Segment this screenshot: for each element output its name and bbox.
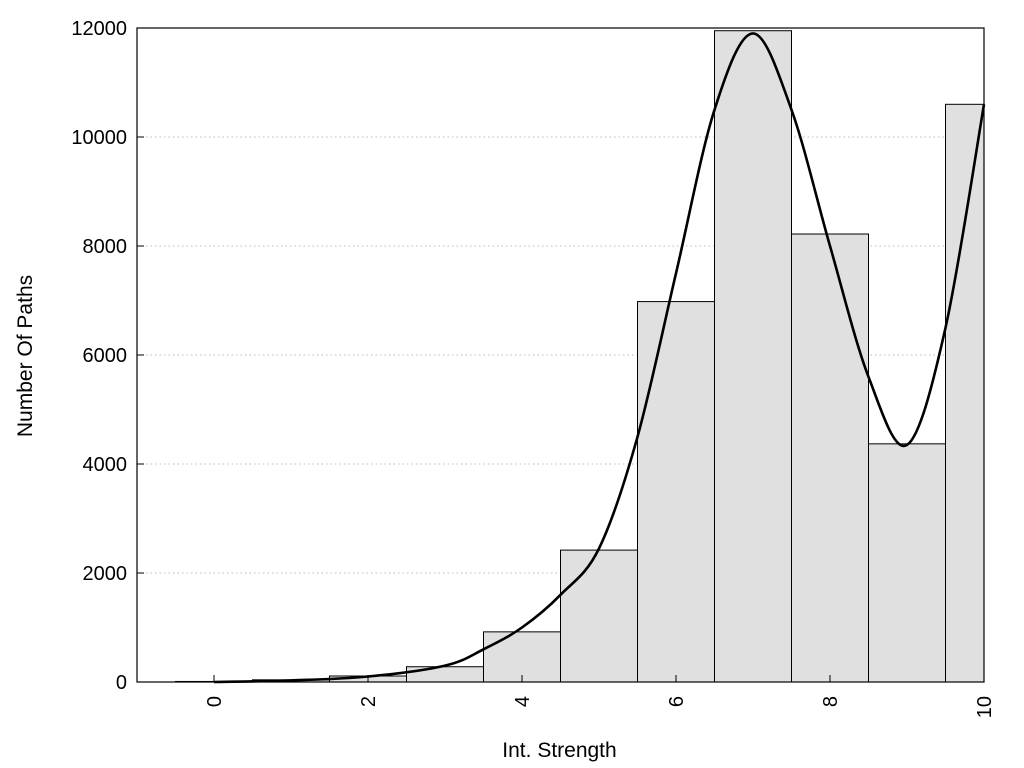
x-tick-label: 10	[974, 696, 996, 718]
y-axis-ticks: 0 2000 4000 6000 8000 10000 12000	[71, 18, 144, 694]
bar	[637, 301, 715, 683]
bar	[945, 103, 985, 683]
y-tick-label: 10000	[71, 127, 127, 149]
y-tick-label: 0	[116, 672, 127, 694]
bar	[560, 549, 638, 683]
smooth-curve-layer	[213, 32, 986, 684]
bar	[868, 443, 946, 683]
x-tick-label: 0	[204, 696, 226, 707]
x-tick-label: 6	[666, 696, 688, 707]
y-tick-label: 12000	[71, 18, 127, 40]
y-tick-label: 4000	[83, 454, 128, 476]
bar	[791, 233, 869, 683]
smooth-curve	[213, 32, 986, 684]
x-tick-label: 4	[512, 696, 534, 707]
bar	[406, 666, 484, 683]
x-axis-ticks: 0 2 4 6 8 10	[204, 675, 996, 718]
y-tick-label: 6000	[83, 345, 128, 367]
bar	[483, 631, 561, 683]
y-tick-label: 8000	[83, 236, 128, 258]
x-tick-label: 2	[358, 696, 380, 707]
y-axis-label: Number Of Paths	[14, 275, 37, 437]
x-tick-label: 8	[820, 696, 842, 707]
bar	[714, 30, 792, 683]
x-axis-label: Int. Strength	[502, 739, 616, 762]
y-tick-label: 2000	[83, 563, 128, 585]
